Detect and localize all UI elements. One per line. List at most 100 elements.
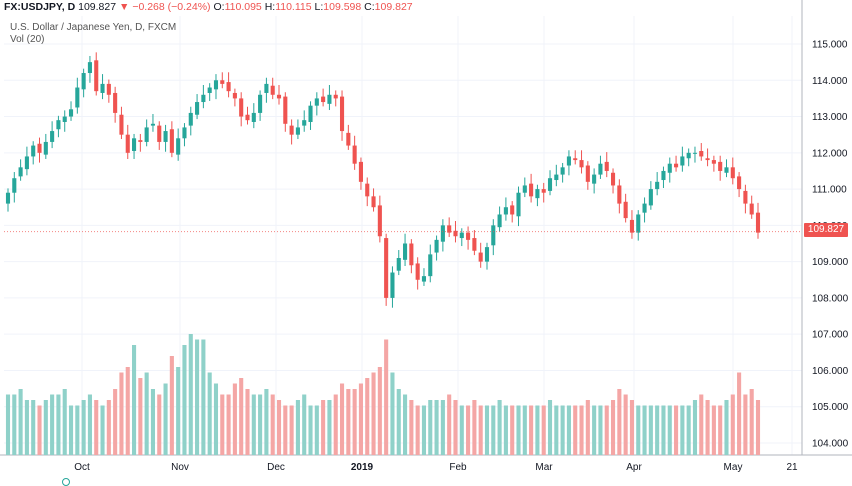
volume-bar	[592, 405, 597, 455]
candle-body	[106, 83, 111, 95]
volume-bar	[289, 405, 294, 455]
candle-body	[516, 192, 521, 217]
low-value: 109.598	[323, 1, 362, 13]
volume-bar	[18, 389, 23, 455]
volume-bar	[270, 394, 275, 455]
volume-bar	[730, 394, 735, 455]
volume-bar	[314, 405, 319, 455]
volume-bar	[106, 400, 111, 455]
volume-bar	[617, 389, 622, 455]
candle-body	[484, 247, 490, 262]
volume-bar	[295, 400, 300, 455]
candle-body	[81, 73, 86, 90]
candle-body	[213, 80, 219, 90]
volume-bar	[655, 405, 660, 455]
volume-bar	[100, 405, 105, 455]
volume-indicator-label[interactable]: Vol (20)	[10, 34, 45, 45]
volume-bar	[466, 405, 471, 455]
candle-body	[352, 145, 357, 164]
volume-bar	[339, 383, 345, 455]
y-tick-label: 105.000	[812, 402, 849, 413]
candle-body	[642, 203, 647, 213]
volume-bar	[5, 394, 11, 455]
candle-body	[415, 263, 420, 280]
volume-bar	[560, 405, 565, 455]
candle-body	[491, 225, 496, 246]
x-tick-label: Nov	[171, 462, 189, 473]
volume-bar	[150, 389, 156, 455]
candle-body	[176, 138, 181, 155]
volume-bar	[226, 394, 231, 455]
candle-body	[409, 243, 414, 266]
volume-bar	[113, 389, 118, 455]
volume-bar	[566, 405, 571, 455]
volume-bar	[705, 400, 710, 455]
candle-body	[598, 163, 603, 175]
volume-bar	[12, 394, 17, 455]
volume-bar	[207, 372, 212, 455]
volume-bar	[396, 389, 401, 455]
volume-bar	[510, 405, 515, 455]
symbol-label[interactable]: FX:USDJPY, D	[4, 1, 76, 13]
down-arrow-icon: ▼	[119, 1, 130, 13]
candle-body	[12, 178, 17, 193]
candle-body	[743, 190, 748, 204]
volume-bar	[749, 389, 754, 455]
volume-bar	[308, 405, 313, 455]
candle-body	[365, 183, 370, 197]
candle-body	[453, 230, 458, 237]
candle-body	[592, 174, 597, 184]
volume-bar	[680, 405, 685, 455]
volume-bar	[598, 405, 603, 455]
volume-bar	[276, 400, 282, 455]
volume-bar	[384, 339, 389, 455]
candle-body	[5, 192, 11, 204]
candle-body	[157, 125, 162, 142]
candle-body	[75, 87, 80, 108]
volume-bar	[447, 394, 452, 455]
y-tick-label: 108.000	[812, 293, 849, 304]
volume-bar	[94, 400, 99, 455]
candle-body	[358, 161, 363, 182]
volume-bar	[459, 405, 464, 455]
y-tick-label: 106.000	[812, 366, 849, 377]
candle-body	[327, 94, 332, 104]
volume-bar	[56, 394, 61, 455]
candle-body	[37, 143, 42, 153]
volume-bar	[497, 400, 502, 455]
candle-body	[667, 163, 672, 173]
volume-bar	[371, 372, 376, 455]
volume-bar	[176, 367, 181, 455]
volume-bar	[573, 405, 578, 455]
candle-body	[711, 160, 716, 164]
candle-body	[604, 161, 609, 171]
candle-body	[87, 62, 92, 74]
volume-bar	[31, 400, 36, 455]
candle-body	[718, 161, 723, 171]
volume-bar	[503, 405, 508, 455]
candle-body	[31, 145, 36, 157]
candle-body	[258, 94, 263, 113]
candle-body	[655, 181, 660, 190]
low-label: L:	[314, 1, 324, 13]
candle-body	[522, 185, 527, 193]
x-tick-label: 2019	[351, 462, 374, 473]
close-value: 109.827	[374, 1, 413, 13]
last-price-tag: 109.827	[804, 223, 848, 237]
volume-bar	[365, 378, 370, 455]
open-value: 110.095	[224, 1, 262, 13]
volume-bar	[358, 383, 363, 455]
candle-body	[346, 132, 351, 146]
candle-body	[661, 170, 666, 181]
candle-body	[56, 120, 61, 130]
candle-body	[289, 125, 294, 135]
volume-bar	[579, 405, 584, 455]
volume-bar	[529, 405, 534, 455]
candle-body	[384, 238, 389, 298]
candle-body	[674, 163, 679, 168]
volume-bar	[541, 405, 546, 455]
volume-bar	[737, 372, 742, 455]
candle-body	[610, 172, 616, 186]
volume-bar	[629, 400, 634, 455]
